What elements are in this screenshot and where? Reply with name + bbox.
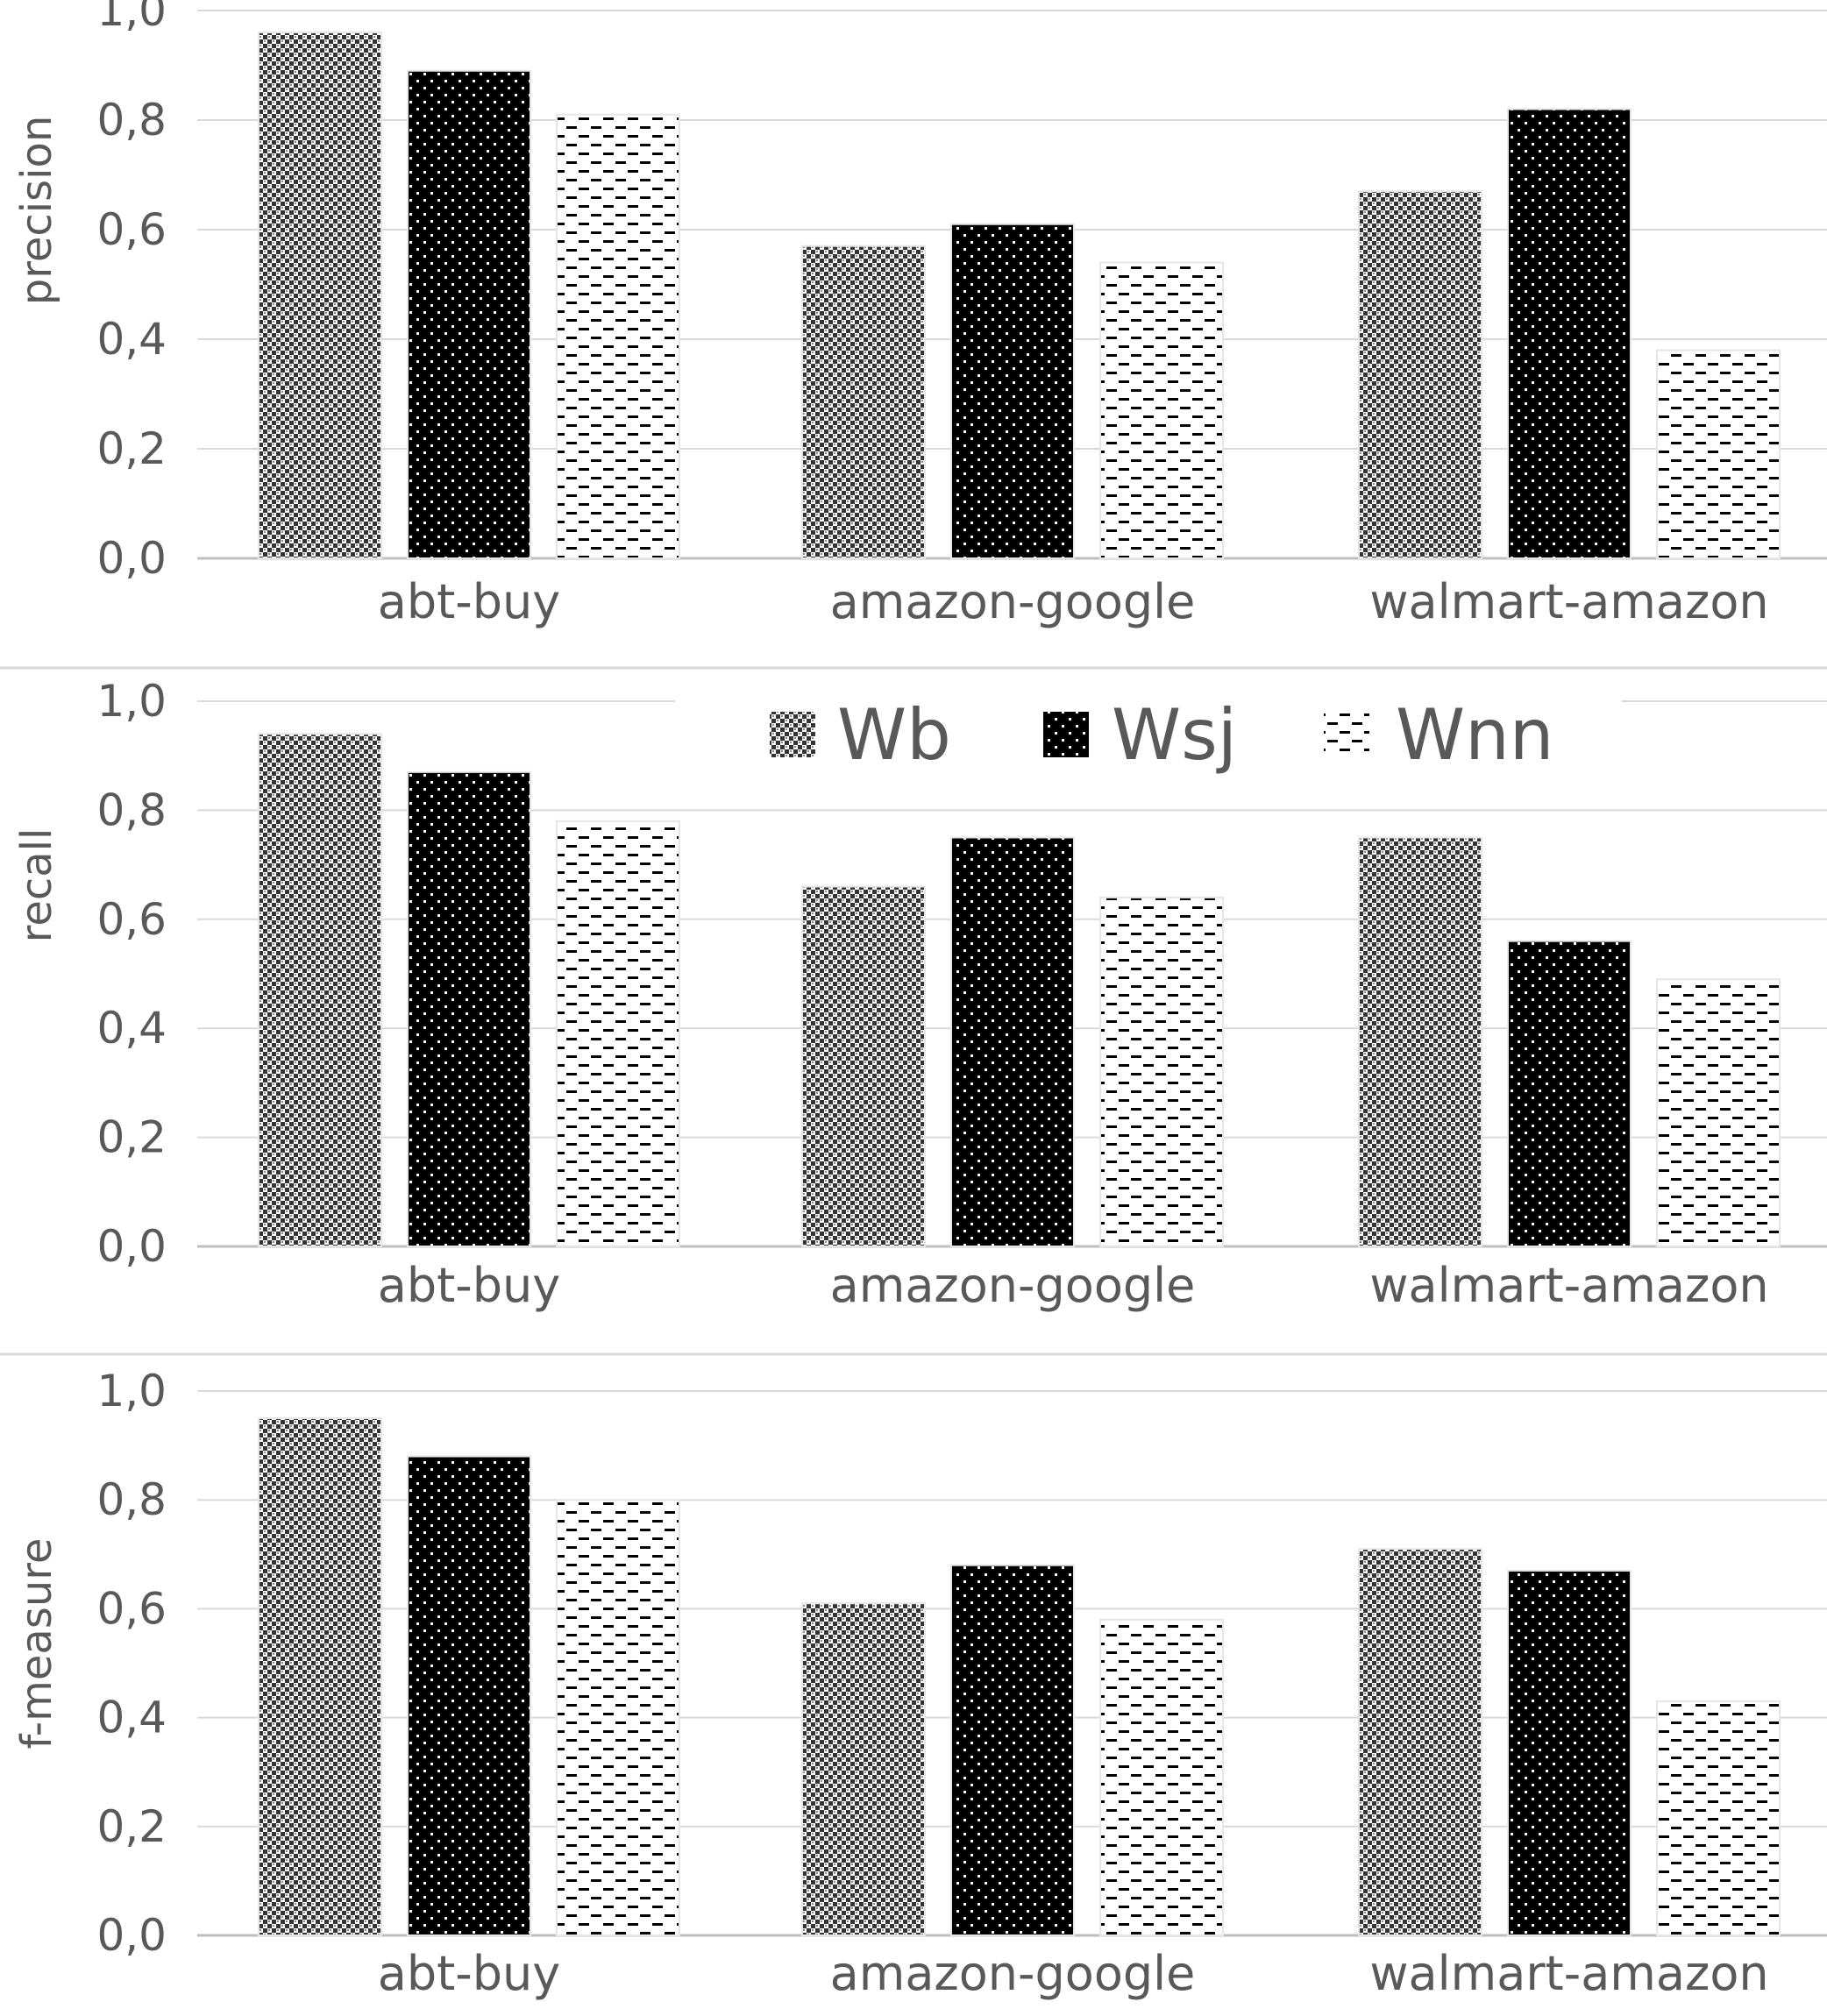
y-tick-label: 0,4 [96,314,167,365]
y-tick-label: 0,8 [96,1474,167,1525]
x-category-label: amazon-google [830,574,1196,629]
x-category-label: walmart-amazon [1369,1258,1768,1313]
y-tick-label: 0,4 [96,1693,167,1743]
y-tick-label: 0,0 [96,533,167,584]
bar-wsj [407,770,531,1247]
bar-wb [1358,190,1482,559]
legend-label-wsj: Wsj [1112,694,1237,776]
bar-wb [801,885,926,1247]
legend-swatch-wsj [1043,712,1089,757]
x-category-label: abt-buy [378,574,561,629]
legend: Wb Wsj Wnn [675,684,1622,780]
y-tick-label: 0,8 [96,784,167,835]
bar-wsj [407,69,531,559]
bar-wnn [1656,978,1781,1247]
y-tick-label: 0,0 [96,1910,167,1961]
legend-swatch-wnn [1324,712,1369,757]
y-tick-label: 0,2 [96,1801,167,1852]
y-axis-title: precision [12,116,61,306]
bar-wsj [950,836,1075,1247]
y-tick-label: 0,0 [96,1221,167,1272]
bar-wnn [1656,1700,1781,1936]
x-category-label: abt-buy [378,1946,561,2001]
bar-wnn [556,113,680,559]
panel-recall: 0,0 0,2 0,4 0,6 0,8 1,0 recall abt-buy amazon-go… [12,676,1827,1313]
bar-wsj [1507,108,1632,559]
bar-wsj [1507,1569,1632,1937]
panel-precision: 0,0 0,2 0,4 0,6 0,8 1,0 precision abt-buy amazon… [12,0,1827,629]
y-tick-label: 0,8 [96,95,167,146]
y-tick-label: 0,2 [96,423,167,474]
x-category-label: abt-buy [378,1258,561,1313]
panel-f-measure: 0,0 0,2 0,4 0,6 0,8 1,0 f-measure abt-buy amazon… [12,1366,1827,2001]
bar-wsj [950,1564,1075,1936]
bar-wnn [556,1499,680,1936]
bar-wb [801,245,926,559]
y-tick-label: 0,6 [96,894,167,945]
bar-wb [258,1417,382,1937]
y-tick-label: 0,2 [96,1112,167,1163]
bar-wnn [1099,261,1224,559]
legend-swatch-wb [770,712,815,757]
bar-wb [258,32,382,559]
x-category-label: walmart-amazon [1369,1946,1768,2001]
y-tick-label: 0,6 [96,204,167,255]
bar-wb [258,733,382,1247]
legend-label-wnn: Wnn [1396,694,1554,776]
bar-wsj [1507,940,1632,1248]
bar-wnn [1656,349,1781,559]
x-category-label: amazon-google [830,1258,1196,1313]
bar-wnn [1099,1618,1224,1936]
y-tick-label: 1,0 [96,676,167,727]
y-tick-label: 1,0 [96,0,167,36]
bar-wsj [950,223,1075,559]
y-tick-label: 0,6 [96,1583,167,1634]
x-category-label: amazon-google [830,1946,1196,2001]
bar-wnn [1099,896,1224,1247]
bar-wb [801,1602,926,1936]
y-tick-label: 1,0 [96,1366,167,1416]
legend-background [675,684,1622,780]
legend-label-wb: Wb [837,694,951,776]
bar-wb [1358,836,1482,1247]
y-axis-title: recall [12,828,61,943]
x-category-label: walmart-amazon [1369,574,1768,629]
bar-wsj [407,1455,531,1936]
bar-wnn [556,820,680,1248]
y-axis-title: f-measure [12,1538,61,1750]
y-tick-label: 0,4 [96,1003,167,1054]
bar-wb [1358,1548,1482,1936]
